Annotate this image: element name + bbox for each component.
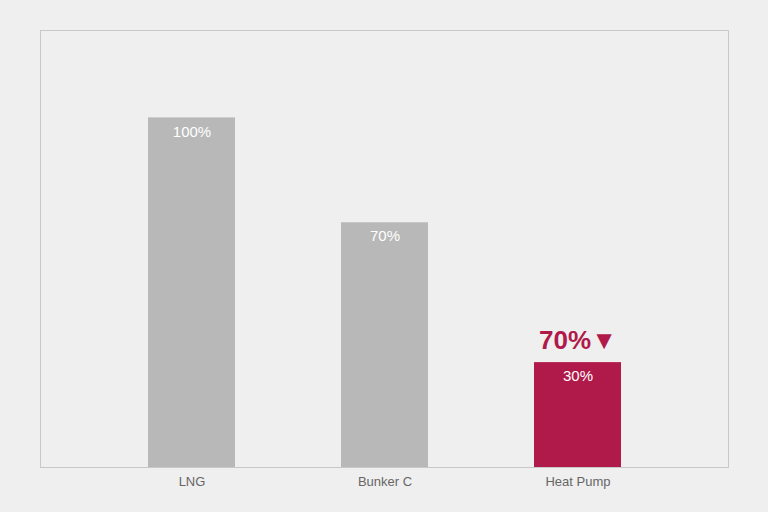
svg-text:100%: 100%: [173, 123, 211, 140]
svg-text:30%: 30%: [563, 367, 593, 384]
svg-text:70%: 70%: [370, 227, 400, 244]
svg-text:70%▼: 70%▼: [539, 325, 617, 355]
svg-text:Bunker C: Bunker C: [358, 474, 412, 489]
svg-text:LNG: LNG: [179, 474, 206, 489]
svg-text:Heat Pump: Heat Pump: [545, 474, 610, 489]
